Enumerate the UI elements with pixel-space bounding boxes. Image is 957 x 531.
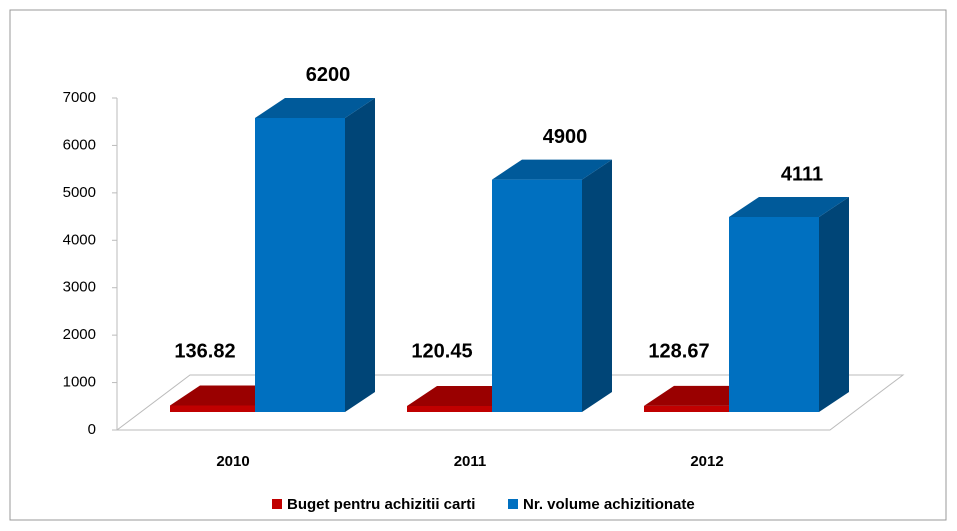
bar-front — [492, 179, 582, 412]
bar-front — [407, 406, 492, 412]
bar — [492, 159, 612, 412]
legend-label: Nr. volume achizitionate — [523, 496, 695, 513]
y-tick-label: 0 — [88, 421, 96, 438]
bar-front — [644, 405, 729, 412]
y-tick-label: 1000 — [63, 374, 96, 391]
bar — [729, 197, 849, 412]
bar-side — [345, 97, 375, 412]
data-label: 120.45 — [411, 340, 472, 362]
legend-swatch — [508, 499, 518, 509]
y-tick-label: 2000 — [63, 326, 96, 343]
bar-top — [729, 197, 849, 218]
bar-side — [819, 197, 849, 412]
bar-top — [492, 159, 612, 180]
bar — [255, 97, 375, 412]
bar-front — [729, 217, 819, 412]
y-tick-label: 5000 — [63, 184, 96, 201]
x-tick-label: 2012 — [690, 453, 723, 470]
bar-front — [170, 405, 255, 412]
x-tick-label: 2010 — [216, 453, 249, 470]
legend-label: Buget pentru achizitii carti — [287, 496, 475, 513]
data-label: 4111 — [781, 163, 823, 185]
y-tick-label: 3000 — [63, 279, 96, 296]
data-label: 128.67 — [648, 340, 709, 362]
bar-top — [255, 97, 375, 118]
data-label: 136.82 — [174, 340, 235, 362]
y-tick-label: 4000 — [63, 231, 96, 248]
bar-front — [255, 117, 345, 412]
x-tick-label: 2011 — [454, 453, 487, 470]
data-label: 4900 — [543, 126, 588, 148]
legend-swatch — [272, 499, 282, 509]
y-tick-label: 7000 — [63, 89, 96, 106]
data-label: 6200 — [306, 64, 351, 86]
bar-side — [582, 159, 612, 412]
y-tick-label: 6000 — [63, 136, 96, 153]
